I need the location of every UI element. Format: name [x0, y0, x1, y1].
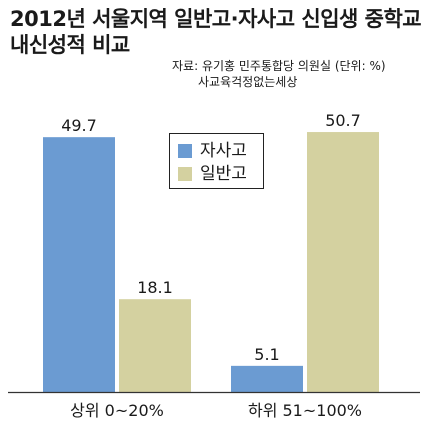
legend-label-series-1: 자사고: [200, 140, 247, 161]
chart-title-line-1: 2012년 서울지역 일반고·자사고 신입생 중학교: [10, 7, 422, 31]
data-label-series-1-cat-1: 49.7: [61, 116, 97, 135]
chart-legend: 자사고 일반고: [169, 133, 264, 189]
chart-title: 2012년 서울지역 일반고·자사고 신입생 중학교 내신성적 비교: [10, 6, 422, 58]
legend-swatch-series-2: [178, 166, 192, 181]
source-line-2: 사교육걱정없는세상: [198, 75, 298, 89]
legend-item-series-2: 일반고: [178, 162, 263, 185]
data-label-series-2-cat-2: 50.7: [325, 111, 361, 130]
chart-title-line-2: 내신성적 비교: [10, 33, 130, 57]
bar-series-1-cat-1: [43, 137, 115, 392]
bar-series-2-cat-1: [119, 299, 191, 392]
legend-item-series-1: 자사고: [178, 139, 263, 162]
category-label-1: 상위 0~20%: [70, 401, 164, 420]
data-label-series-1-cat-2: 5.1: [254, 345, 279, 364]
bar-series-1-cat-2: [231, 365, 303, 392]
legend-label-series-2: 일반고: [200, 163, 247, 184]
data-label-series-2-cat-1: 18.1: [137, 278, 173, 297]
legend-swatch-series-1: [178, 143, 192, 158]
source-note: 자료: 유기홍 민주통합당 의원실 (단위: %) 사교육걱정없는세상: [172, 58, 386, 90]
category-label-2: 하위 51~100%: [248, 401, 362, 420]
source-line-1: 자료: 유기홍 민주통합당 의원실 (단위: %): [172, 59, 386, 73]
bar-series-2-cat-2: [307, 132, 379, 392]
